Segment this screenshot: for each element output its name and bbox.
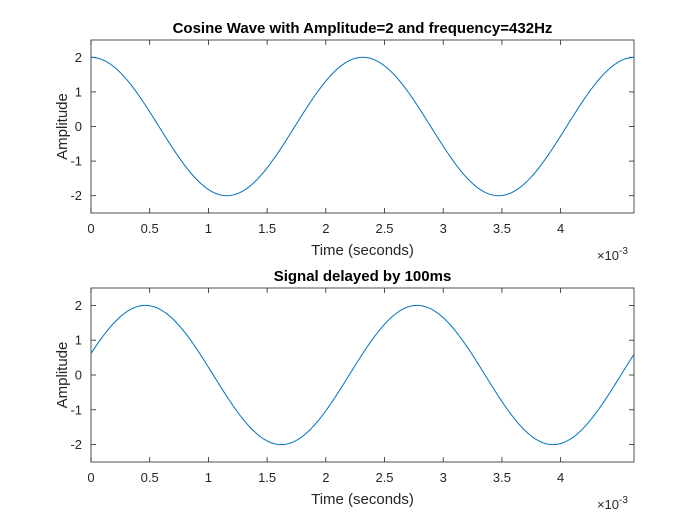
- x-tick-label: 1: [205, 470, 212, 485]
- y-tick-label: 2: [75, 298, 82, 313]
- chart-title: Signal delayed by 100ms: [274, 268, 452, 285]
- y-tick-label: -1: [70, 154, 82, 169]
- series-line-1: [90, 56, 635, 197]
- y-tick-label: -2: [70, 188, 82, 203]
- x-tick-label: 4: [557, 470, 564, 485]
- y-axis-label: Amplitude: [54, 342, 71, 409]
- x-tick-label: 1: [205, 221, 212, 236]
- x-tick-label: 2.5: [375, 470, 393, 485]
- x-tick-label: 3.5: [493, 221, 511, 236]
- x-exponent-power: -3: [619, 246, 628, 257]
- x-tick-label: 3.5: [493, 470, 511, 485]
- x-tick-label: 1.5: [258, 221, 276, 236]
- y-tick-label: -1: [70, 402, 82, 417]
- y-tick-label: 2: [75, 50, 82, 65]
- x-tick-label: 2.5: [375, 221, 393, 236]
- x-tick-label: 4: [557, 221, 564, 236]
- y-tick-label: 1: [75, 84, 82, 99]
- x-exponent-power: -3: [619, 495, 628, 506]
- subplot-2: 0 0.5 1 1.5 2 2.5 3 3.5 4 -2 -1 0 1 2 Signal delayed b…: [54, 268, 635, 512]
- x-tick-label: 0.5: [141, 221, 159, 236]
- x-tick-label: 0: [87, 221, 94, 236]
- x-axis-label: Time (seconds): [311, 242, 414, 259]
- axes-box: [90, 39, 635, 214]
- x-tick-label: 2: [322, 221, 329, 236]
- chart-title: Cosine Wave with Amplitude=2 and frequen…: [173, 20, 553, 37]
- x-axis-label: Time (seconds): [311, 491, 414, 508]
- y-tick-label: 1: [75, 333, 82, 348]
- y-axis-label: Amplitude: [54, 93, 71, 160]
- x-tick-label: 3: [440, 470, 447, 485]
- subplot-1: 0 0.5 1 1.5 2 2.5 3 3.5 4 -2 -1 0 1 2 Cosine Wave with…: [54, 20, 635, 263]
- axes-box: [90, 287, 635, 463]
- series-line-1: [90, 304, 635, 446]
- x-tick-label: 0.5: [141, 470, 159, 485]
- x-tick-label: 3: [440, 221, 447, 236]
- y-tick-label: -2: [70, 437, 82, 452]
- x-exponent-base: ×10: [597, 248, 619, 263]
- y-tick-label: 0: [75, 368, 82, 383]
- x-tick-label: 0: [87, 470, 94, 485]
- x-tick-label: 1.5: [258, 470, 276, 485]
- x-exponent-base: ×10: [597, 497, 619, 512]
- y-tick-label: 0: [75, 119, 82, 134]
- x-tick-label: 2: [322, 470, 329, 485]
